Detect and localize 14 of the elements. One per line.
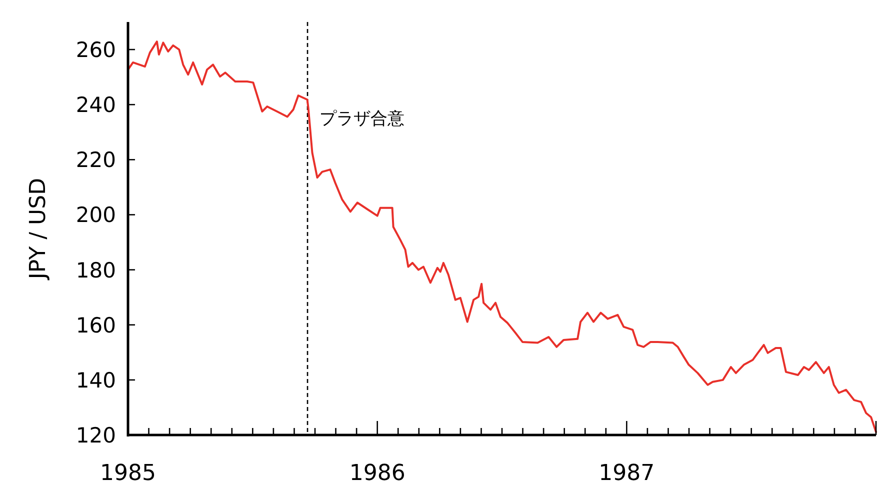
y-tick-label: 240 [76, 93, 116, 118]
x-tick-label: 1986 [349, 461, 406, 486]
y-tick-label: 260 [76, 38, 116, 62]
x-tick-label: 1987 [598, 461, 655, 486]
y-axis-title: JPY / USD [26, 178, 51, 282]
y-tick-label: 140 [76, 368, 116, 392]
y-tick-label: 220 [76, 148, 116, 172]
ref-line-label: プラザ合意 [320, 109, 405, 129]
y-tick-label: 120 [76, 424, 116, 448]
y-tick-label: 200 [76, 203, 116, 228]
x-tick-label: 1985 [100, 461, 156, 486]
y-tick-label: 180 [76, 258, 116, 282]
line-series [127, 40, 877, 433]
y-tick-label: 160 [76, 313, 116, 338]
